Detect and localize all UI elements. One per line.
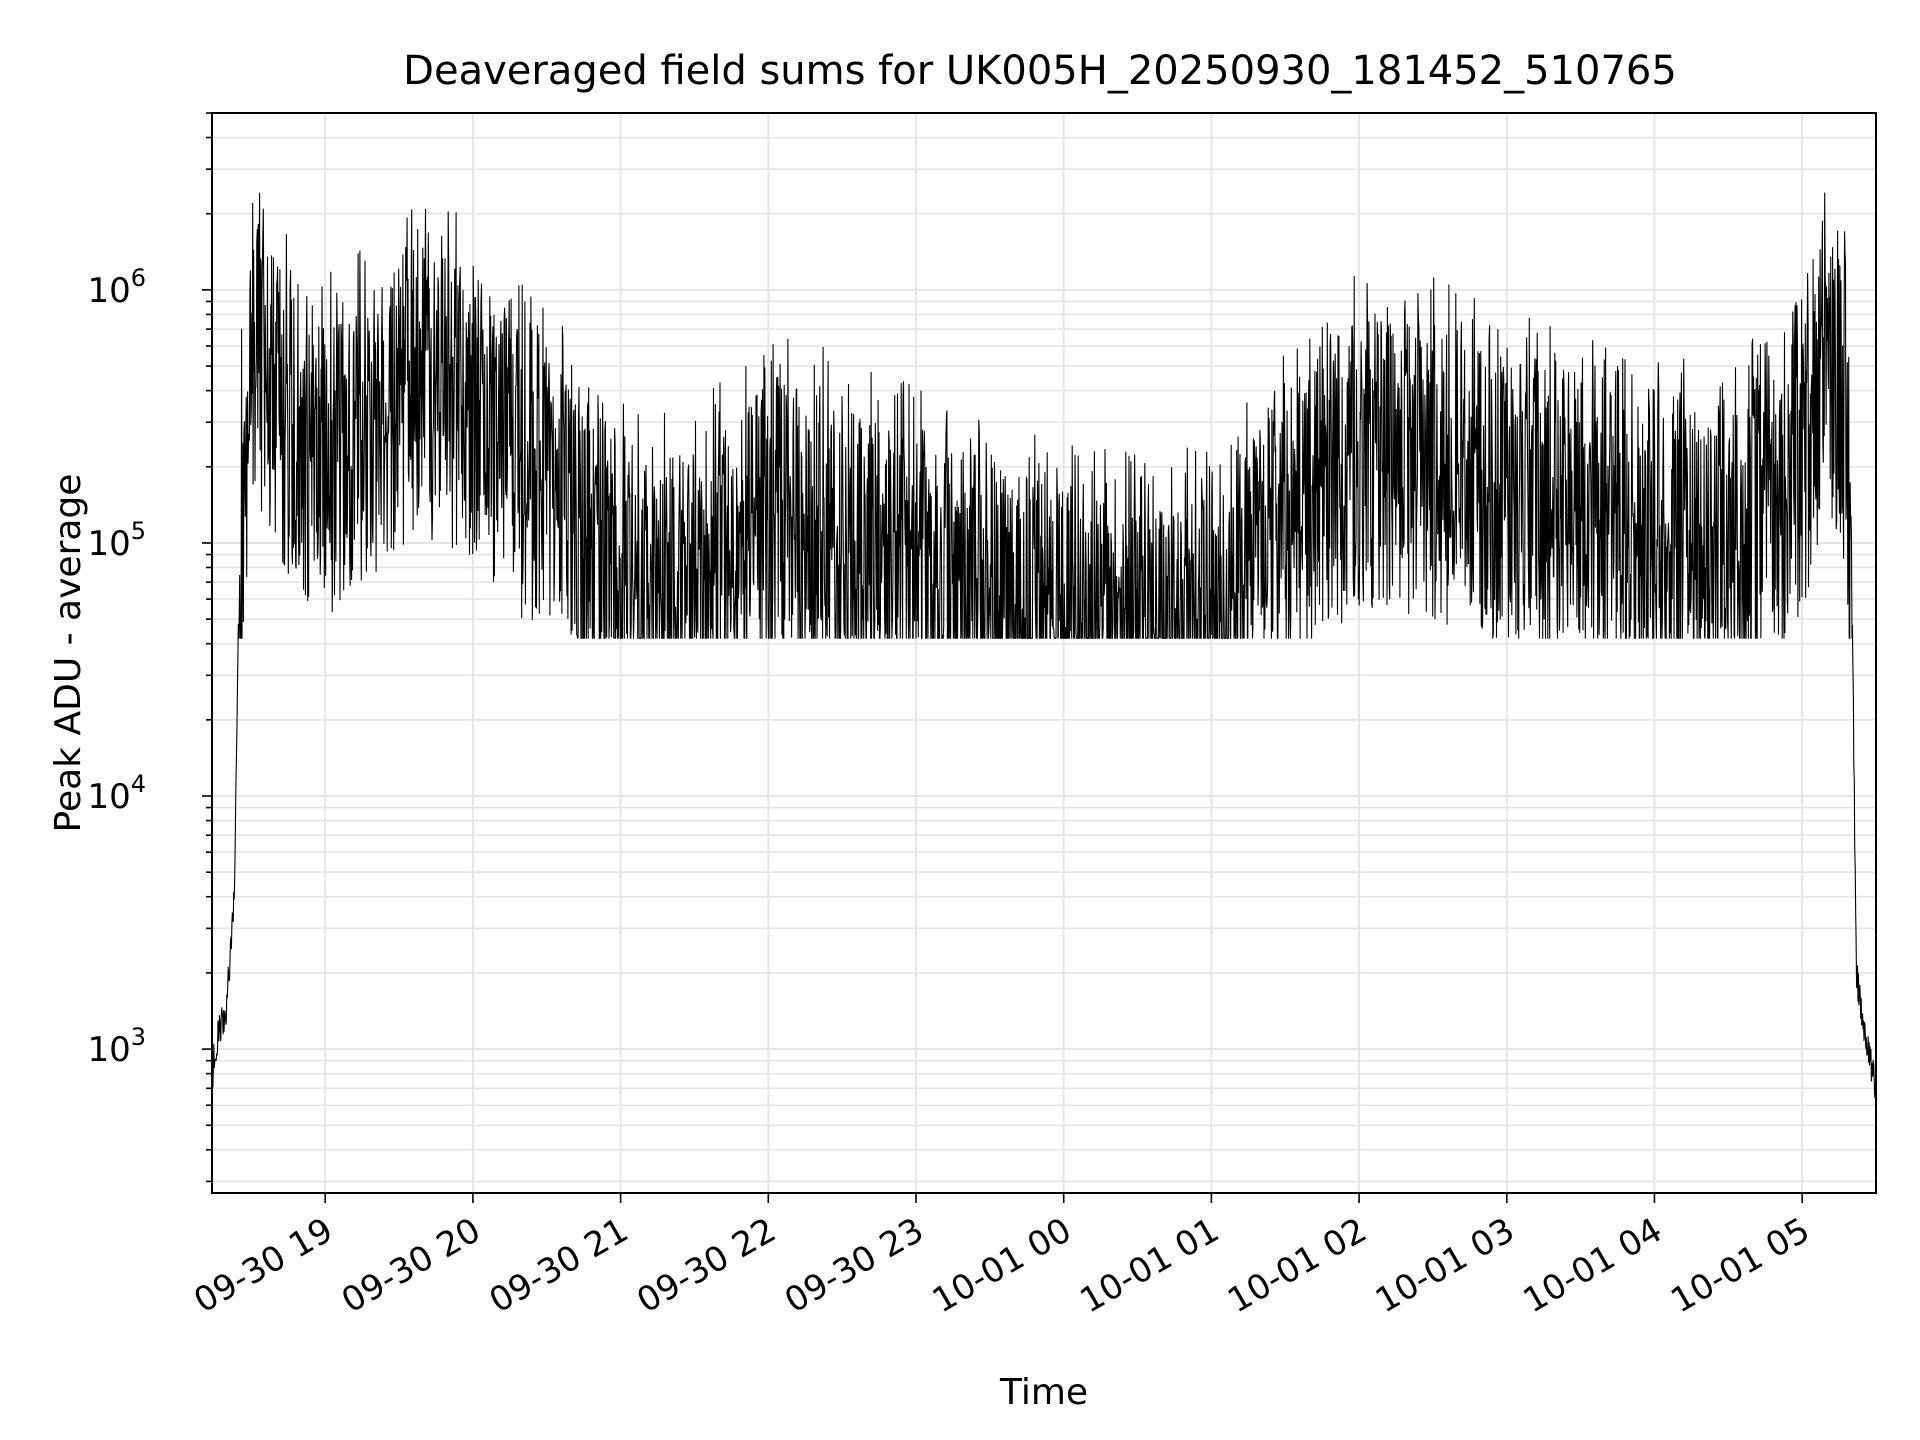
x-tick-label: 10-01 01 <box>1073 1210 1225 1321</box>
y-axis-label: Peak ADU - average <box>48 474 89 833</box>
y-tick-label: 104 <box>87 770 146 817</box>
y-tick-label: 103 <box>87 1023 146 1070</box>
series-line <box>211 192 1877 1104</box>
grid <box>212 112 1876 1193</box>
x-tick-label: 09-30 19 <box>187 1210 339 1321</box>
chart-title: Deaveraged field sums for UK005H_2025093… <box>403 48 1677 94</box>
x-tick-label: 10-01 04 <box>1517 1210 1669 1321</box>
data-trace <box>211 192 1877 1104</box>
y-axis: 103 104 105 106 <box>87 112 212 1183</box>
y-tick-label: 106 <box>87 264 146 311</box>
y-tick-label: 105 <box>87 517 146 564</box>
x-tick-label: 09-30 22 <box>630 1210 782 1321</box>
x-axis-label: Time <box>999 1372 1088 1413</box>
x-tick-label: 10-01 02 <box>1221 1210 1373 1321</box>
x-tick-label: 09-30 21 <box>483 1210 635 1321</box>
plot-frame <box>211 112 1877 1194</box>
x-tick-label: 09-30 20 <box>335 1210 487 1321</box>
x-tick-label: 10-01 00 <box>926 1210 1078 1321</box>
x-tick-label: 09-30 23 <box>778 1210 930 1321</box>
x-tick-label: 10-01 03 <box>1369 1210 1521 1321</box>
x-tick-label: 10-01 05 <box>1664 1210 1816 1321</box>
